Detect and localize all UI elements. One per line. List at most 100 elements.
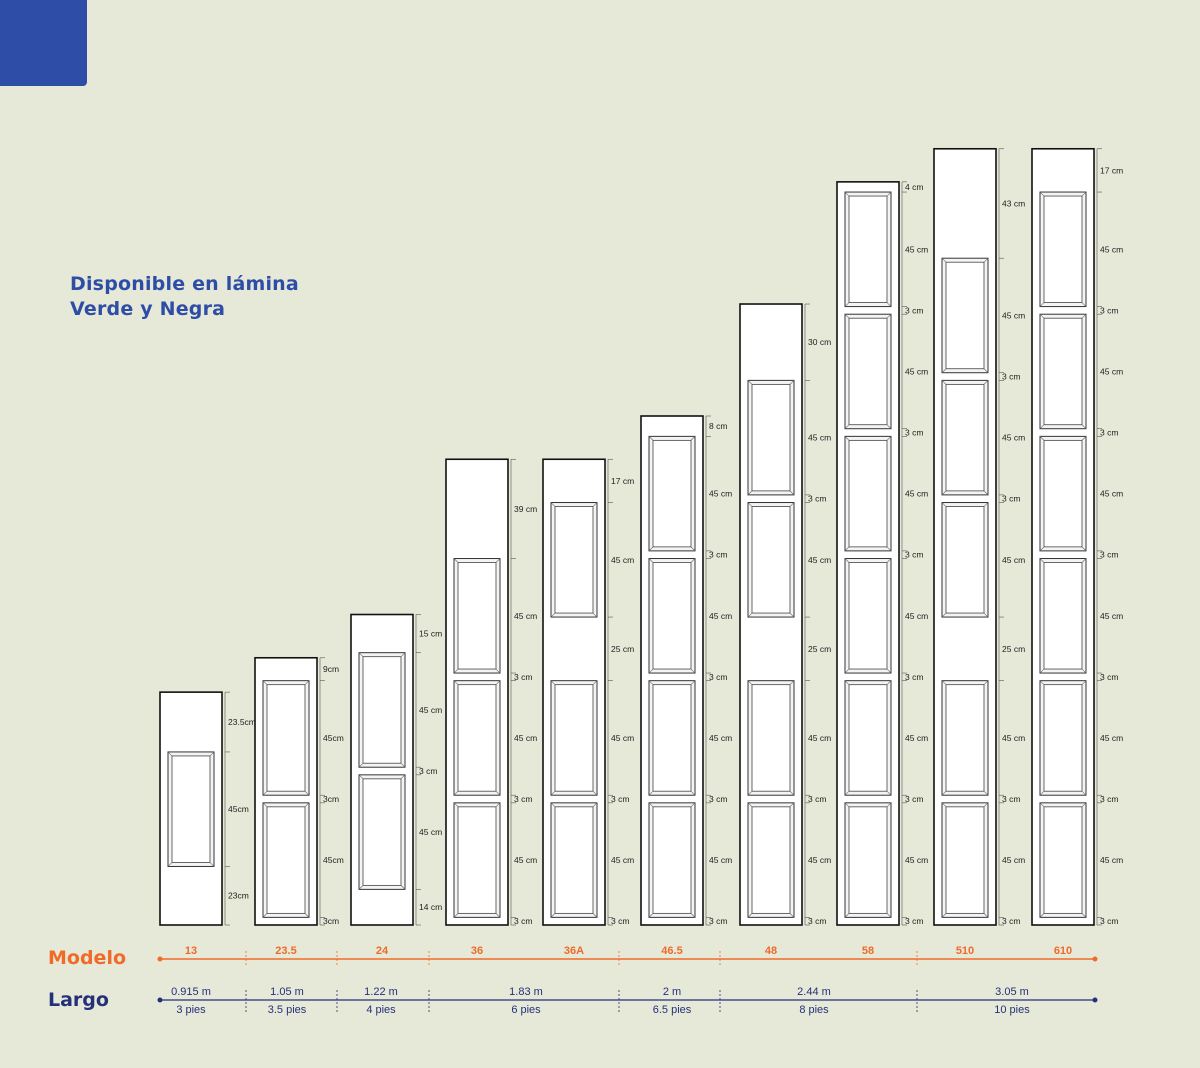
- dimension-label: 3 cm: [419, 766, 437, 776]
- panel-bevel: [358, 774, 364, 780]
- panel-bevel: [886, 558, 892, 563]
- dimension-label: 45 cm: [1100, 244, 1123, 254]
- panel-bevel: [941, 257, 947, 263]
- panel-bevel: [167, 862, 173, 867]
- panel-bevel: [886, 436, 892, 441]
- panel-bevel: [1081, 191, 1087, 197]
- panel-bevel: [886, 302, 892, 307]
- panel-bevel: [1039, 424, 1045, 429]
- panel-bevel: [690, 558, 696, 563]
- panel-bevel: [400, 652, 406, 657]
- door-panel-inner: [848, 806, 888, 914]
- dimension-label: 3 cm: [611, 794, 629, 804]
- panel-bevel: [690, 668, 696, 674]
- panel-bevel: [747, 913, 753, 918]
- panel-bevel: [844, 802, 850, 808]
- panel-bevel: [304, 680, 310, 685]
- dimension-label: 3 cm: [709, 672, 727, 682]
- panel-bevel: [690, 680, 696, 685]
- panel-bevel: [789, 790, 795, 796]
- largo-feet: 3 pies: [176, 1004, 206, 1016]
- dimension-label: 3 cm: [905, 916, 923, 926]
- panel-bevel: [941, 790, 947, 796]
- largo-feet: 10 pies: [994, 1004, 1030, 1016]
- dimension-label: 3 cm: [1100, 672, 1118, 682]
- modelo-value: 58: [862, 945, 874, 957]
- door-panel-inner: [171, 755, 211, 863]
- dimension-label: 25 cm: [611, 644, 634, 654]
- panel-bevel: [983, 502, 989, 507]
- dimension-label: 30 cm: [808, 337, 831, 347]
- panel-bevel: [844, 424, 850, 429]
- dimension-label: 3 cm: [1100, 305, 1118, 315]
- panel-bevel: [886, 424, 892, 429]
- panel-bevel: [1039, 546, 1045, 552]
- door-panel-inner: [848, 317, 888, 426]
- dimension-label: 3 cm: [1100, 550, 1118, 560]
- door-panel-inner: [554, 806, 594, 914]
- panel-bevel: [789, 612, 795, 618]
- panel-bevel: [550, 502, 556, 507]
- panel-bevel: [1081, 302, 1087, 307]
- dimension-label: 45 cm: [419, 827, 442, 837]
- dimension-label: 45 cm: [514, 611, 537, 621]
- dimension-label: 45 cm: [1002, 555, 1025, 565]
- panel-bevel: [983, 380, 989, 385]
- door-model-58: [836, 181, 907, 926]
- dimension-label: 45 cm: [514, 855, 537, 865]
- dimension-label: 45 cm: [514, 733, 537, 743]
- panel-bevel: [453, 790, 459, 796]
- panel-bevel: [886, 668, 892, 674]
- panel-bevel: [983, 490, 989, 496]
- dimension-label: 3 cm: [905, 550, 923, 560]
- door-panel-inner: [751, 684, 791, 792]
- dimension-label: 3cm: [323, 916, 339, 926]
- panel-bevel: [789, 380, 795, 385]
- panel-bevel: [304, 790, 310, 796]
- dimension-label: 45cm: [228, 804, 249, 814]
- panel-bevel: [1081, 436, 1087, 441]
- availability-line-1: Disponible en lámina: [70, 273, 299, 295]
- door-panel-inner: [751, 806, 791, 914]
- door-panel-inner: [457, 684, 497, 792]
- panel-bevel: [1081, 802, 1087, 808]
- panel-bevel: [209, 862, 215, 867]
- door-model-610: [1031, 147, 1102, 926]
- dimension-label: 25 cm: [808, 644, 831, 654]
- dimension-label: 3 cm: [514, 916, 532, 926]
- dimension-label: 45 cm: [611, 555, 634, 565]
- panel-bevel: [1081, 313, 1087, 319]
- dimension-label: 3 cm: [1002, 916, 1020, 926]
- panel-bevel: [358, 652, 364, 657]
- largo-feet: 6.5 pies: [653, 1004, 692, 1016]
- panel-bevel: [495, 802, 501, 808]
- dimension-label: 45 cm: [905, 611, 928, 621]
- dimension-label: 3 cm: [1100, 916, 1118, 926]
- dimension-label: 45 cm: [611, 855, 634, 865]
- panel-bevel: [844, 191, 850, 197]
- door-model-23.5: [254, 656, 325, 926]
- dimension-label: 9cm: [323, 664, 339, 674]
- dimension-label: 45 cm: [808, 555, 831, 565]
- door-panel-inner: [945, 261, 985, 370]
- panel-bevel: [941, 490, 947, 496]
- dimension-label: 3cm: [323, 794, 339, 804]
- panel-bevel: [844, 436, 850, 441]
- door-panel-inner: [1043, 806, 1083, 914]
- panel-bevel: [648, 558, 654, 563]
- door-panel-inner: [945, 506, 985, 614]
- panel-bevel: [983, 913, 989, 918]
- largo-meters: 0.915 m: [171, 986, 211, 998]
- panel-bevel: [167, 751, 173, 757]
- dimension-label: 45 cm: [905, 489, 928, 499]
- panel-bevel: [648, 546, 654, 552]
- dimension-label: 3 cm: [709, 794, 727, 804]
- dimension-label: 3 cm: [808, 916, 826, 926]
- door-panel-inner: [362, 656, 402, 764]
- dimension-label: 3 cm: [905, 305, 923, 315]
- dimension-label: 45cm: [323, 855, 344, 865]
- door-panel-inner: [266, 806, 306, 914]
- dimension-label: 45 cm: [1100, 733, 1123, 743]
- door-model-36: [445, 458, 516, 926]
